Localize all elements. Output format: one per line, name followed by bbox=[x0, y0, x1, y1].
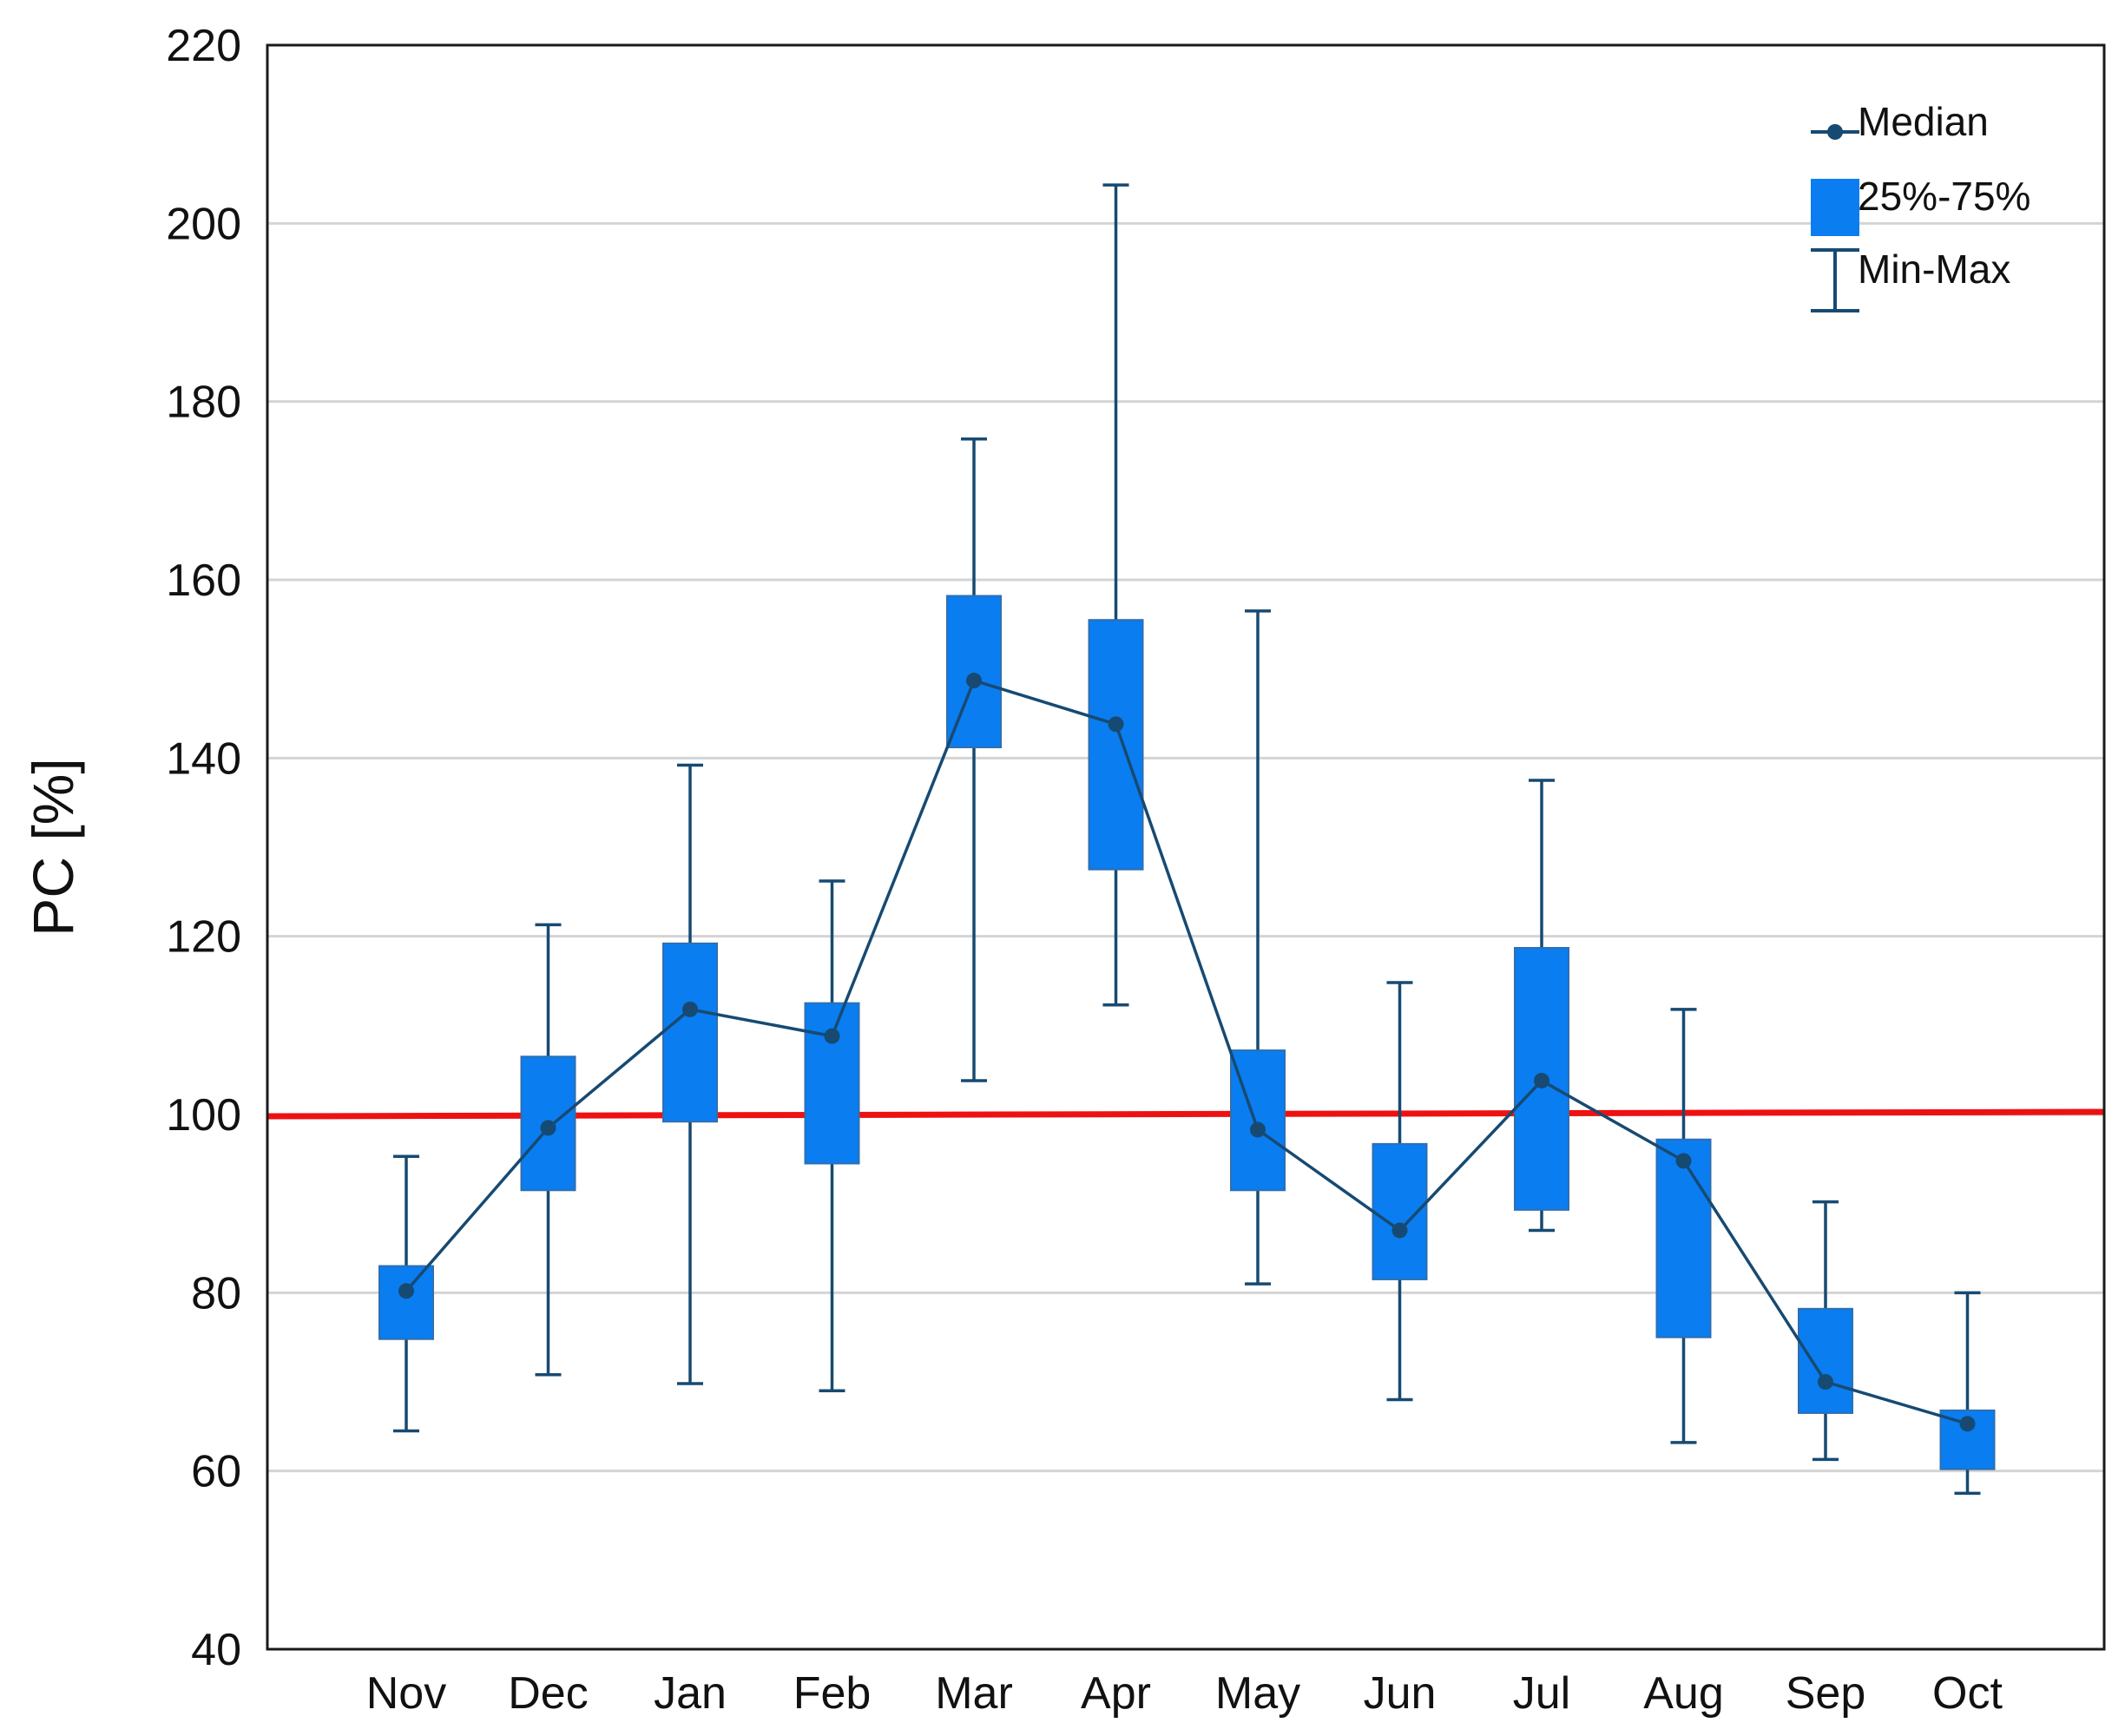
x-tick-label-apr: Apr bbox=[1081, 1668, 1151, 1719]
legend-label-median: Median bbox=[1858, 99, 1989, 144]
x-tick-label-sep: Sep bbox=[1786, 1668, 1866, 1719]
median-point-may bbox=[1250, 1121, 1266, 1138]
median-point-jan bbox=[682, 1001, 698, 1017]
y-tick-label-40: 40 bbox=[191, 1625, 241, 1675]
box-apr bbox=[1088, 619, 1144, 871]
legend-label-iqr: 25%-75% bbox=[1858, 174, 2030, 219]
y-tick-label-220: 220 bbox=[166, 21, 241, 71]
median-point-jul bbox=[1534, 1072, 1549, 1088]
y-tick-label-120: 120 bbox=[166, 912, 241, 963]
legend: Median 25%-75% Min-Max bbox=[1811, 99, 2030, 312]
legend-box-icon bbox=[1811, 179, 1859, 236]
y-tick-label-140: 140 bbox=[166, 733, 241, 784]
box-may bbox=[1230, 1049, 1286, 1192]
box-feb bbox=[804, 1002, 860, 1165]
x-tick-label-dec: Dec bbox=[508, 1668, 588, 1719]
y-tick-label-60: 60 bbox=[191, 1447, 241, 1497]
x-tick-label-oct: Oct bbox=[1932, 1668, 2003, 1719]
boxes bbox=[378, 595, 1996, 1470]
y-tick-label-100: 100 bbox=[166, 1090, 241, 1141]
median-point-oct bbox=[1959, 1416, 1976, 1432]
y-tick-label-160: 160 bbox=[166, 556, 241, 606]
x-tick-label-mar: Mar bbox=[935, 1668, 1013, 1719]
x-tick-label-may: May bbox=[1215, 1668, 1300, 1719]
median-point-mar bbox=[966, 673, 982, 689]
plot-frame bbox=[266, 43, 2106, 1651]
box-jan bbox=[662, 942, 718, 1123]
median-point-feb bbox=[824, 1028, 840, 1044]
x-tick-label-jul: Jul bbox=[1513, 1668, 1570, 1719]
x-tick-label-jun: Jun bbox=[1364, 1668, 1437, 1719]
x-tick-label-nov: Nov bbox=[366, 1668, 446, 1719]
legend-median-marker-icon bbox=[1827, 124, 1843, 140]
x-tick-label-jan: Jan bbox=[654, 1668, 727, 1719]
y-tick-label-80: 80 bbox=[191, 1268, 241, 1318]
y-tick-label-180: 180 bbox=[166, 378, 241, 428]
x-tick-label-aug: Aug bbox=[1643, 1668, 1724, 1719]
median-point-jun bbox=[1391, 1222, 1408, 1239]
x-tick-labels: Nov Dec Jan Feb Mar Apr May Jun Jul Aug Sep Oct bbox=[366, 1668, 2003, 1719]
x-tick-label-feb: Feb bbox=[793, 1668, 872, 1719]
median-point-dec bbox=[540, 1120, 556, 1136]
median-point-nov bbox=[398, 1283, 414, 1299]
y-tick-labels: 40 60 80 100 120 140 160 180 200 220 bbox=[166, 21, 241, 1675]
whiskers bbox=[393, 183, 1981, 1496]
median-point-sep bbox=[1818, 1374, 1833, 1390]
legend-label-minmax: Min-Max bbox=[1858, 247, 2010, 292]
y-tick-label-200: 200 bbox=[166, 199, 241, 249]
box-aug bbox=[1655, 1138, 1712, 1338]
median-point-apr bbox=[1108, 716, 1124, 733]
median-series bbox=[398, 673, 1976, 1432]
grid-lines bbox=[267, 221, 2104, 1473]
median-line bbox=[405, 678, 1968, 1425]
box-nov bbox=[378, 1265, 434, 1340]
box-sep bbox=[1798, 1307, 1853, 1414]
y-axis-title: PC [%] bbox=[21, 758, 85, 936]
median-point-aug bbox=[1675, 1153, 1692, 1169]
